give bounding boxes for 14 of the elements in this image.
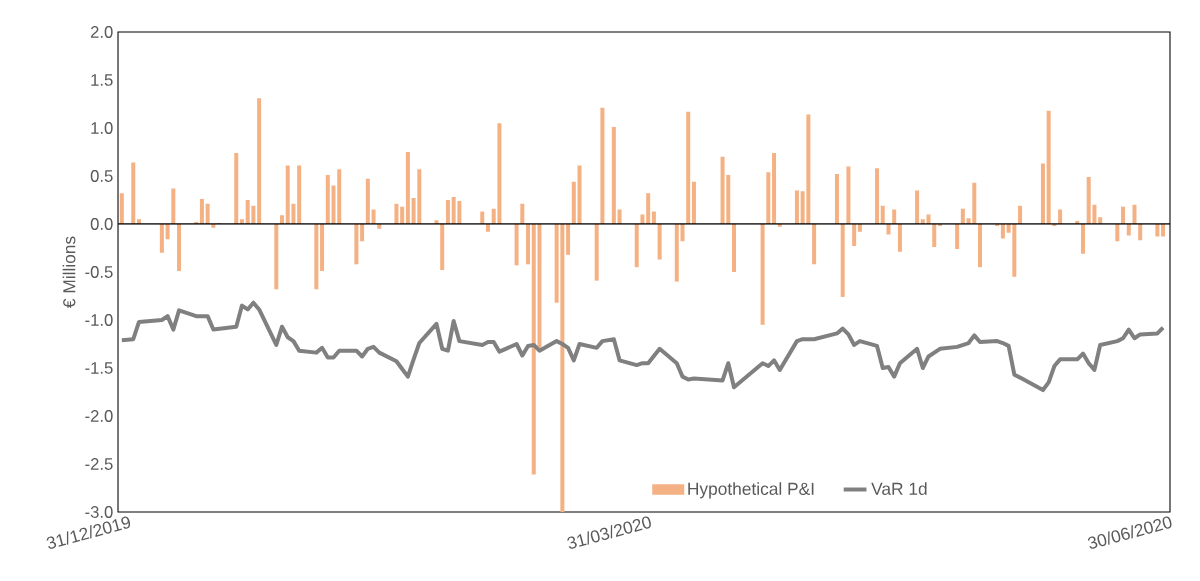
- y-tick-label: -3.0: [85, 506, 113, 518]
- y-tick-label: 1.0: [91, 122, 113, 134]
- y-tick-label: 1.5: [91, 74, 113, 86]
- y-tick-label: 0.5: [90, 170, 113, 182]
- y-tick-label: -2.5: [85, 458, 113, 470]
- legend-label: VaR 1d: [871, 482, 927, 495]
- legend-label: Hypothetical P&I: [688, 482, 814, 499]
- y-tick-label: -0.5: [85, 266, 113, 278]
- y-tick-label: -2.0: [85, 410, 113, 422]
- y-tick-label: -1.5: [85, 362, 113, 374]
- y-tick-label: 0.0: [90, 218, 113, 230]
- y-tick-label: -1.0: [85, 314, 113, 326]
- y-axis-title: € Millions: [62, 236, 76, 308]
- y-tick-label: 2.0: [90, 26, 113, 38]
